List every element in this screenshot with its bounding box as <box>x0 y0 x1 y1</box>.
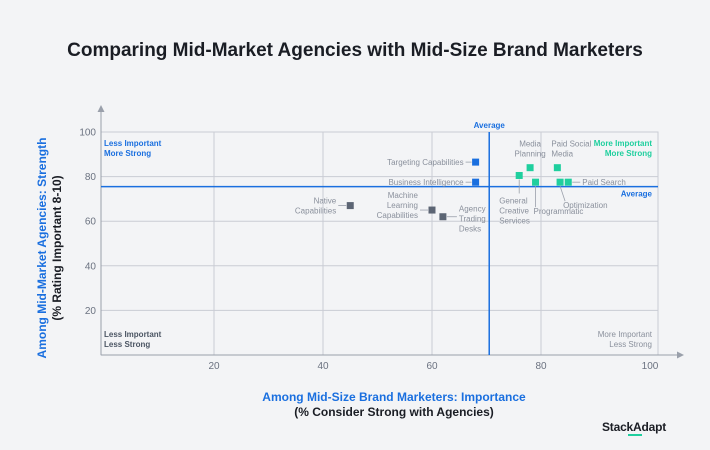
point-label: Media <box>519 140 541 149</box>
point-label: Business Intelligence <box>388 178 464 187</box>
x-axis-sublabel: (% Consider Strong with Agencies) <box>294 405 494 419</box>
marker-programmatic <box>532 178 540 186</box>
x-tick-label: 60 <box>426 361 438 372</box>
plot-frame <box>100 131 659 356</box>
point-label: Planning <box>515 150 546 159</box>
point-label: Targeting Capabilities <box>387 158 464 167</box>
quadrant-label-bottom-right: More Important <box>598 330 653 339</box>
brand-logo: StackAdapt <box>602 420 667 434</box>
point-label: Programmatic <box>534 207 584 216</box>
marker-business-intelligence <box>472 178 480 186</box>
quadrant-label-bottom-left: Less Important <box>104 330 162 339</box>
point-label: Services <box>499 216 530 225</box>
average-y-label: Average <box>621 190 653 199</box>
point-label: Capabilities <box>295 207 336 216</box>
x-axis-arrow <box>677 351 684 359</box>
y-tick-label: 20 <box>85 306 97 317</box>
x-axis-title: Among Mid-Size Brand Marketers: Importan… <box>214 390 574 420</box>
point-label: Native <box>314 197 337 206</box>
point-label: Capabilities <box>377 211 418 220</box>
point-label: Creative <box>499 206 529 215</box>
leader-line <box>559 186 566 202</box>
marker-paid-social-media <box>553 164 561 172</box>
y-tick-label: 60 <box>85 217 97 228</box>
quadrant-label-top-right: More Important <box>594 139 653 148</box>
marker-optimization <box>556 178 564 186</box>
x-tick-label: 100 <box>642 361 659 372</box>
quadrant-label-bottom-right: Less Strong <box>609 340 652 349</box>
average-x-label: Average <box>474 121 506 130</box>
point-label: Learning <box>387 201 418 210</box>
marker-native-capabilities <box>346 202 354 210</box>
x-tick-label: 20 <box>208 361 220 372</box>
quadrant-label-bottom-left: Less Strong <box>104 340 150 349</box>
y-tick-label: 80 <box>85 172 97 183</box>
chart-title: Comparing Mid-Market Agencies with Mid-S… <box>67 40 643 61</box>
point-label: Agency <box>459 205 486 214</box>
point-label: Media <box>551 150 573 159</box>
point-label: Machine <box>388 191 419 200</box>
point-label: Trading <box>459 215 486 224</box>
point-label: Paid Search <box>582 178 626 187</box>
marker-targeting-capabilities <box>472 158 480 166</box>
y-axis-title: Among Mid-Market Agencies: Strength (% R… <box>35 98 65 398</box>
quadrant-label-top-right: More Strong <box>605 149 652 158</box>
marker-general-creative-services <box>515 171 523 179</box>
y-axis-arrow <box>97 105 105 112</box>
marker-paid-search <box>564 178 572 186</box>
quadrant-label-top-left: Less Important <box>104 139 162 148</box>
y-axis-label: Among Mid-Market Agencies: Strength <box>35 137 49 359</box>
quadrant-label-top-left: More Strong <box>104 149 151 158</box>
point-label: Desks <box>459 225 481 234</box>
y-tick-label: 100 <box>79 128 96 139</box>
point-label: Paid Social <box>551 140 591 149</box>
point-label: General <box>499 196 528 205</box>
y-axis-sublabel: (% Rating Important 8-10) <box>50 175 64 321</box>
brand-logo-underline <box>628 434 642 436</box>
x-tick-label: 80 <box>535 361 547 372</box>
marker-media-planning <box>526 164 534 172</box>
x-tick-label: 40 <box>317 361 329 372</box>
x-axis-label: Among Mid-Size Brand Marketers: Importan… <box>262 390 526 404</box>
marker-machine-learning-capabilities <box>428 206 436 214</box>
y-tick-label: 40 <box>85 261 97 272</box>
point-label: Optimization <box>563 201 607 210</box>
marker-agency-trading-desks <box>439 213 447 221</box>
